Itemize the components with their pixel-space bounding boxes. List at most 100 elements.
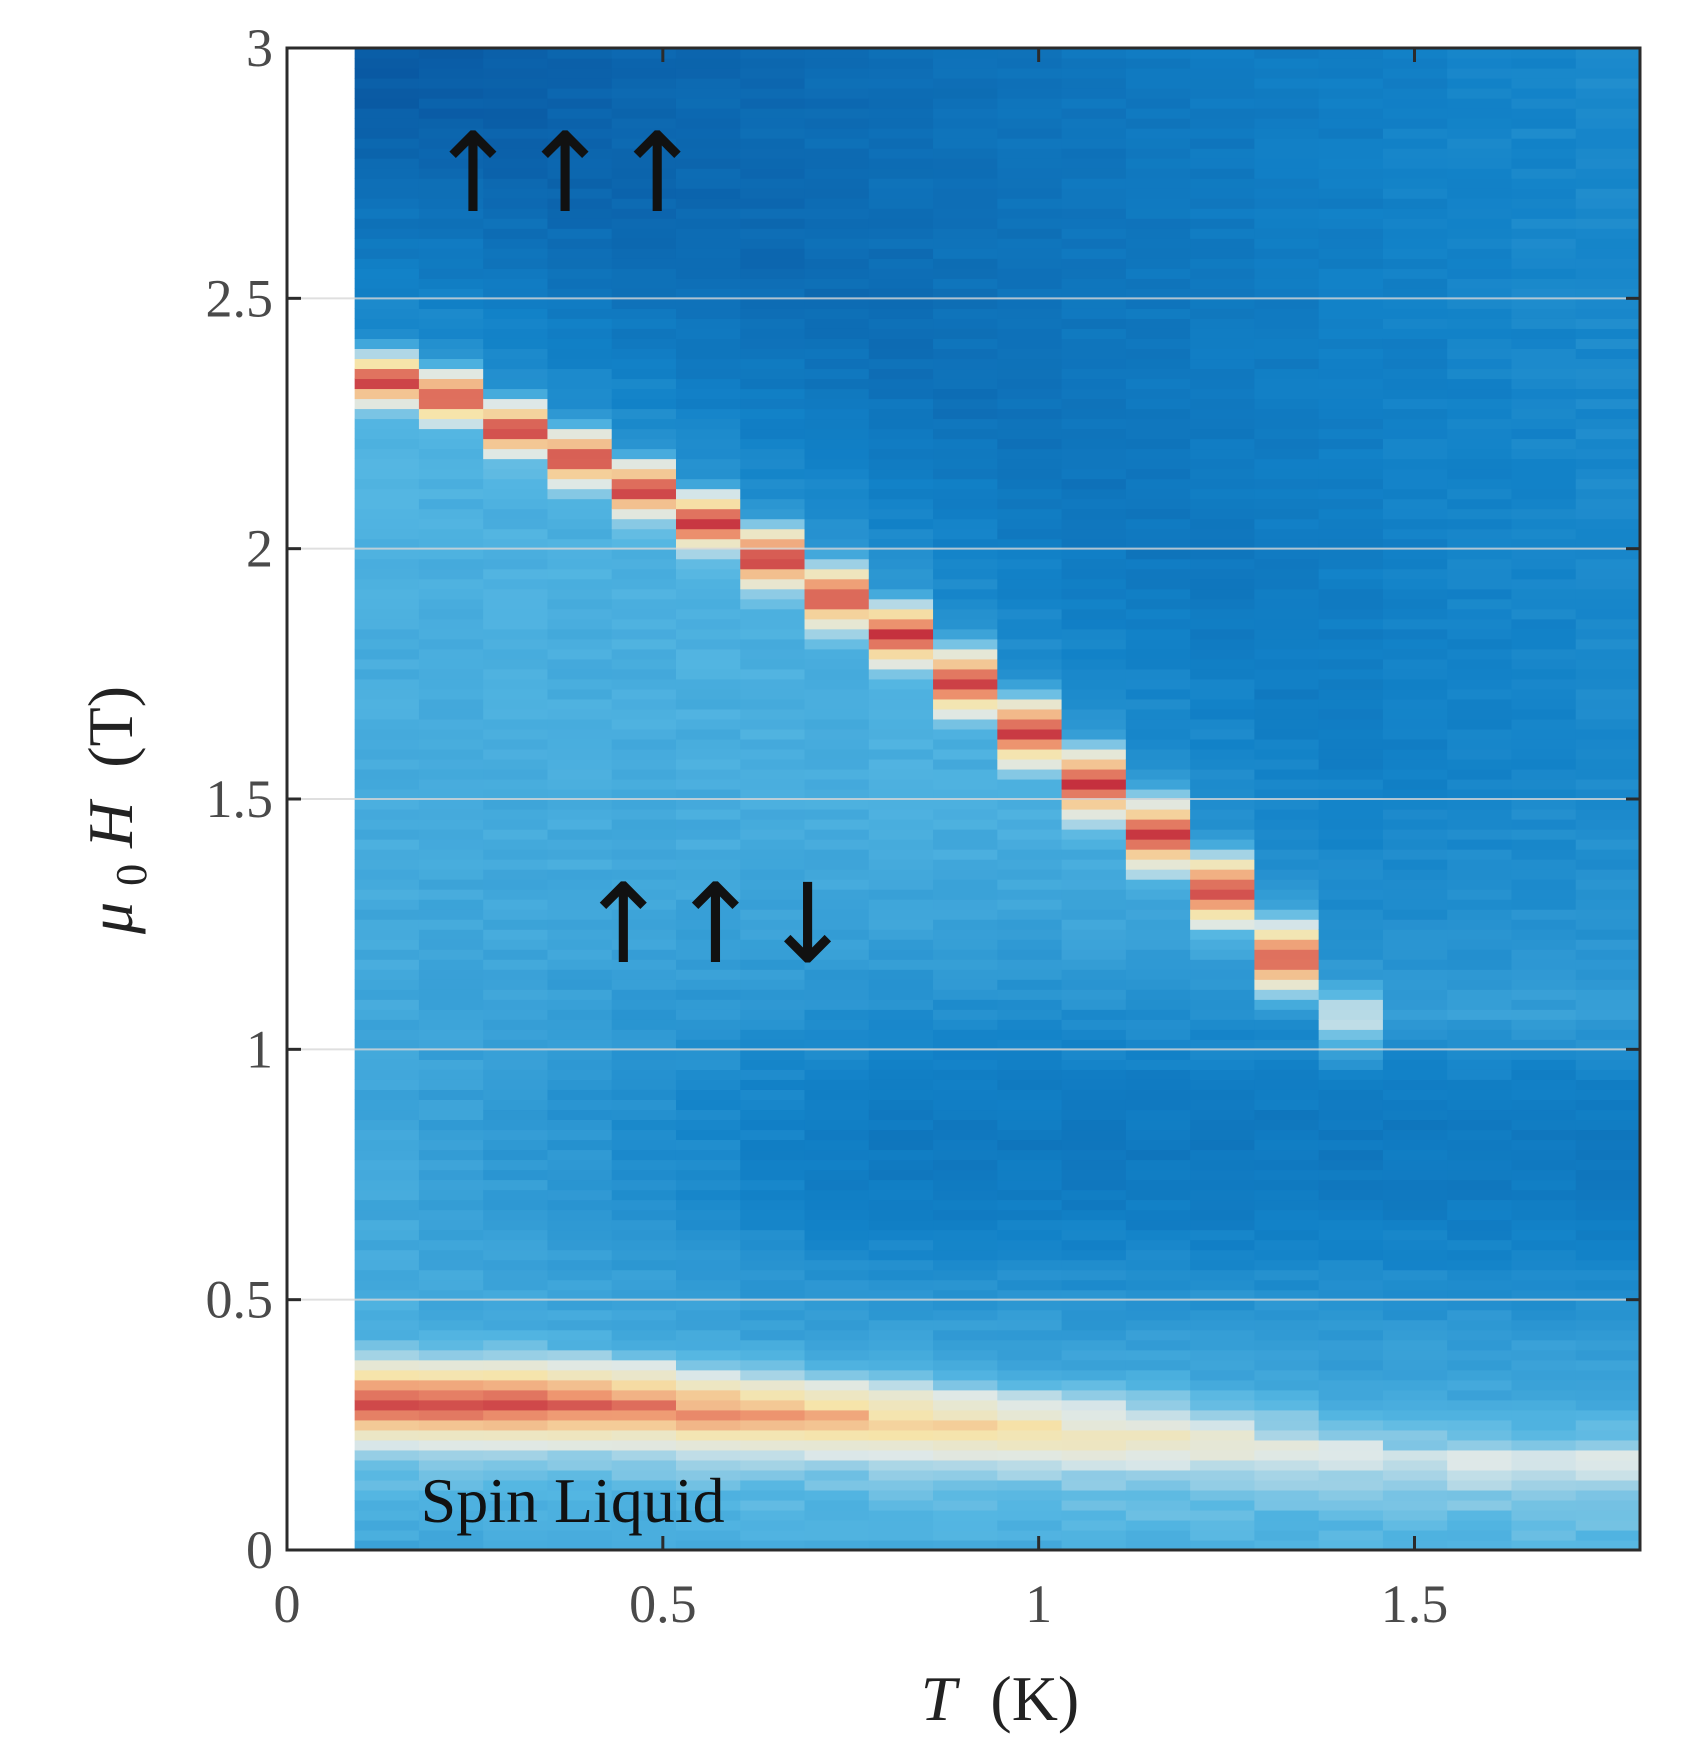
heatmap-cell	[547, 58, 613, 69]
heatmap-cell	[611, 899, 677, 910]
heatmap-cell	[1447, 48, 1513, 59]
heatmap-cell	[1061, 688, 1127, 700]
heatmap-cell	[1061, 188, 1127, 199]
heatmap-cell	[418, 1239, 484, 1251]
heatmap-cell	[483, 428, 549, 440]
heatmap-cell	[868, 378, 934, 390]
heatmap-cell	[1382, 1279, 1448, 1291]
heatmap-cell	[1318, 869, 1384, 880]
heatmap-cell	[547, 158, 613, 169]
heatmap-cell	[1190, 708, 1255, 720]
heatmap-cell	[1318, 738, 1384, 750]
heatmap-cell	[1575, 1499, 1640, 1511]
heatmap-cell	[1125, 628, 1191, 640]
heatmap-cell	[1190, 1449, 1255, 1461]
heatmap-cell	[1318, 298, 1384, 309]
heatmap-cell	[418, 809, 484, 820]
heatmap-cell	[1318, 1319, 1384, 1331]
heatmap-cell	[1382, 1369, 1448, 1381]
heatmap-cell	[868, 298, 934, 309]
heatmap-cell	[740, 799, 806, 810]
heatmap-cell	[1382, 558, 1448, 570]
heatmap-cell	[1190, 879, 1255, 890]
heatmap-cell	[1061, 1169, 1127, 1181]
heatmap-cell	[611, 1409, 677, 1421]
heatmap-cell	[354, 678, 420, 690]
heatmap-cell	[933, 208, 998, 219]
heatmap-cell	[997, 919, 1063, 930]
heatmap-cell	[804, 1029, 870, 1040]
heatmap-cell	[1575, 1019, 1640, 1030]
heatmap-cell	[1575, 648, 1640, 660]
heatmap-cell	[1125, 939, 1191, 950]
heatmap-cell	[1447, 849, 1513, 860]
heatmap-cell	[868, 1069, 934, 1080]
heatmap-cell	[483, 1469, 549, 1481]
heatmap-cell	[1511, 88, 1577, 99]
heatmap-cell	[1382, 939, 1448, 950]
heatmap-cell	[933, 378, 998, 390]
heatmap-cell	[1190, 608, 1255, 620]
heatmap-cell	[547, 748, 613, 760]
heatmap-cell	[1511, 869, 1577, 880]
heatmap-cell	[1575, 608, 1640, 620]
heatmap-cell	[547, 548, 613, 560]
heatmap-cell	[868, 448, 934, 460]
heatmap-cell	[547, 578, 613, 590]
heatmap-cell	[1254, 1339, 1320, 1351]
heatmap-cell	[1318, 1169, 1384, 1181]
heatmap-cell	[1511, 48, 1577, 59]
heatmap-cell	[1318, 1519, 1384, 1531]
heatmap-cell	[1575, 899, 1640, 910]
heatmap-cell	[1318, 1469, 1384, 1481]
heatmap-cell	[997, 1429, 1063, 1441]
heatmap-cell	[611, 979, 677, 990]
heatmap-cell	[997, 1359, 1063, 1371]
heatmap-cell	[1254, 398, 1320, 410]
heatmap-cell	[1190, 148, 1255, 159]
heatmap-cell	[354, 718, 420, 730]
heatmap-cell	[611, 278, 677, 289]
heatmap-cell	[547, 338, 613, 349]
heatmap-cell	[354, 1089, 420, 1100]
heatmap-cell	[1511, 478, 1577, 490]
heatmap-cell	[804, 458, 870, 470]
heatmap-cell	[1125, 478, 1191, 490]
heatmap-cell	[547, 538, 613, 550]
heatmap-cell	[804, 1089, 870, 1100]
heatmap-cell	[933, 1059, 998, 1070]
heatmap-cell	[1575, 348, 1640, 360]
heatmap-cell	[1511, 1219, 1577, 1231]
heatmap-cell	[1190, 98, 1255, 109]
heatmap-cell	[740, 1409, 806, 1421]
heatmap-cell	[1125, 1019, 1191, 1030]
heatmap-cell	[611, 1059, 677, 1070]
heatmap-cell	[1318, 879, 1384, 890]
heatmap-cell	[740, 1219, 806, 1231]
heatmap-cell	[1190, 248, 1255, 259]
heatmap-cell	[1125, 1169, 1191, 1181]
heatmap-cell	[483, 758, 549, 770]
heatmap-cell	[611, 879, 677, 890]
heatmap-cell	[611, 188, 677, 199]
heatmap-cell	[933, 258, 998, 269]
heatmap-cell	[1125, 1339, 1191, 1351]
heatmap-cell	[933, 618, 998, 630]
heatmap-cell	[868, 809, 934, 820]
heatmap-cell	[1061, 899, 1127, 910]
heatmap-cell	[740, 919, 806, 930]
heatmap-cell	[868, 408, 934, 420]
heatmap-cell	[1061, 288, 1127, 299]
heatmap-cell	[1382, 1259, 1448, 1271]
heatmap-cell	[1511, 78, 1577, 89]
heatmap-cell	[675, 1139, 741, 1151]
heatmap-cell	[675, 1339, 741, 1351]
heatmap-cell	[868, 278, 934, 289]
heatmap-cell	[1318, 1509, 1384, 1521]
heatmap-cell	[611, 538, 677, 550]
heatmap-cell	[740, 899, 806, 910]
heatmap-cell	[933, 889, 998, 900]
heatmap-cell	[483, 358, 549, 370]
heatmap-cell	[1190, 1429, 1255, 1441]
heatmap-cell	[354, 58, 420, 69]
